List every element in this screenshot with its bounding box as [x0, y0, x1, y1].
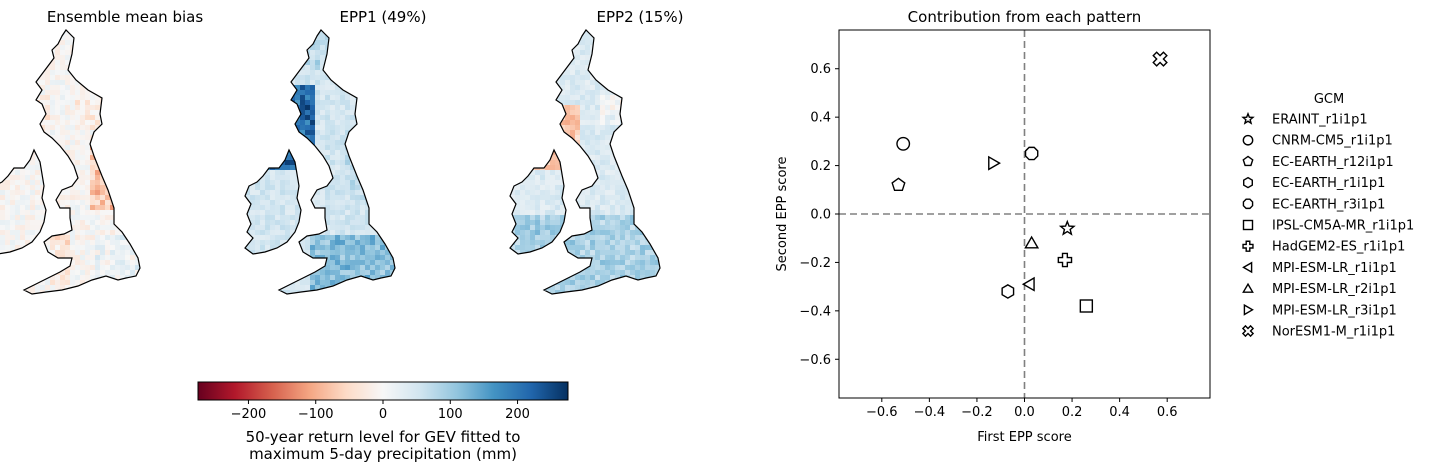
- legend-item: EC-EARTH_r3i1p1: [1242, 197, 1385, 212]
- map-panel-bias: Ensemble mean bias: [0, 8, 204, 295]
- x-tick-label: 0.2: [1062, 405, 1083, 420]
- legend-item: ERAINT_r1i1p1: [1241, 111, 1368, 128]
- map-panel-title: Ensemble mean bias: [47, 8, 204, 26]
- legend-marker: [1243, 303, 1254, 316]
- map-panel-title: EPP2 (15%): [597, 8, 684, 26]
- colorbar-tick-label: 100: [438, 407, 463, 422]
- map-field: [0, 30, 140, 294]
- y-tick-label: −0.2: [799, 256, 831, 271]
- legend-marker: [1241, 324, 1255, 338]
- x-tick-label: −0.4: [914, 405, 946, 420]
- x-tick-label: 0.0: [1014, 405, 1035, 420]
- data-point: [1021, 276, 1035, 292]
- map-panel-epp1: EPP1 (49%): [244, 8, 427, 295]
- uk-map: [0, 29, 141, 295]
- legend-label: EC-EARTH_r12i1p1: [1272, 155, 1394, 170]
- legend-item: EC-EARTH_r12i1p1: [1242, 155, 1394, 170]
- colorbar-label-line2: maximum 5-day precipitation (mm): [249, 445, 517, 463]
- legend-label: CNRM-CM5_r1i1p1: [1272, 134, 1393, 149]
- x-tick-label: 0.4: [1109, 405, 1130, 420]
- legend-item: EC-EARTH_r1i1p1: [1243, 176, 1385, 191]
- data-point: [1024, 146, 1039, 161]
- legend-marker: [1242, 155, 1254, 167]
- legend-item: MPI-ESM-LR_r3i1p1: [1243, 303, 1397, 318]
- data-point: [1001, 284, 1015, 299]
- chart-title: Contribution from each pattern: [908, 8, 1142, 26]
- colorbar-tick-label: −100: [298, 407, 334, 422]
- y-axis-label: Second EPP score: [775, 157, 790, 272]
- legend-label: MPI-ESM-LR_r2i1p1: [1272, 282, 1397, 297]
- legend-item: HadGEM2-ES_r1i1p1: [1242, 240, 1405, 255]
- map-panel-epp2: EPP2 (15%): [509, 8, 684, 295]
- data-point: [1079, 299, 1094, 313]
- legend-item: IPSL-CM5A-MR_r1i1p1: [1242, 219, 1414, 234]
- colorbar-tick-label: 200: [505, 407, 530, 422]
- data-point: [988, 155, 1001, 171]
- data-point: [1057, 252, 1073, 268]
- map-field: [245, 30, 395, 294]
- legend-marker: [1242, 261, 1253, 274]
- legend-label: ERAINT_r1i1p1: [1272, 113, 1368, 128]
- legend-label: IPSL-CM5A-MR_r1i1p1: [1272, 219, 1414, 234]
- legend-label: MPI-ESM-LR_r1i1p1: [1272, 261, 1397, 276]
- legend-item: MPI-ESM-LR_r1i1p1: [1242, 261, 1397, 276]
- legend-marker: [1242, 198, 1254, 210]
- x-tick-label: −0.2: [961, 405, 993, 420]
- legend-item: MPI-ESM-LR_r2i1p1: [1242, 282, 1397, 297]
- legend-label: HadGEM2-ES_r1i1p1: [1272, 240, 1405, 255]
- legend: GCM ERAINT_r1i1p1 CNRM-CM5_r1i1p1 EC-EARTH…: [1241, 92, 1414, 340]
- x-axis-label: First EPP score: [977, 430, 1071, 445]
- data-point: [891, 177, 906, 191]
- map-field: [510, 30, 660, 294]
- data-point: [896, 136, 911, 151]
- y-tick-label: −0.6: [799, 353, 831, 368]
- legend-label: NorESM1-M_r1i1p1: [1272, 325, 1395, 340]
- colorbar-label-line1: 50-year return level for GEV fitted to: [246, 428, 521, 446]
- y-tick-label: 0.0: [810, 208, 831, 223]
- y-tick-label: −0.4: [799, 304, 831, 319]
- legend-marker: [1242, 240, 1254, 252]
- legend-label: MPI-ESM-LR_r3i1p1: [1272, 303, 1397, 318]
- x-tick-label: −0.6: [866, 405, 898, 420]
- legend-label: EC-EARTH_r1i1p1: [1272, 176, 1385, 191]
- y-tick-label: 0.2: [810, 159, 831, 174]
- legend-label: EC-EARTH_r3i1p1: [1272, 197, 1385, 212]
- map-panel-title: EPP1 (49%): [340, 8, 427, 26]
- colorbar-gradient: [197, 381, 569, 401]
- legend-marker: [1243, 176, 1253, 189]
- legend-marker: [1242, 219, 1254, 231]
- x-tick-label: 0.6: [1157, 405, 1178, 420]
- colorbar-tick-label: 0: [379, 407, 387, 422]
- scatter-chart: Contribution from each pattern −0.6 −0.4−…: [775, 8, 1211, 445]
- uk-map: [244, 29, 396, 295]
- legend-marker: [1242, 134, 1254, 146]
- legend-item: NorESM1-M_r1i1p1: [1241, 324, 1395, 340]
- legend-marker: [1242, 282, 1254, 293]
- y-tick-label: 0.4: [810, 111, 831, 126]
- data-point: [1024, 235, 1040, 249]
- legend-item: CNRM-CM5_r1i1p1: [1242, 134, 1393, 149]
- uk-map: [509, 29, 661, 295]
- data-point: [1058, 219, 1076, 236]
- colorbar: −200 −100 0 100 200 50-year return level for…: [197, 381, 569, 463]
- legend-title: GCM: [1314, 92, 1344, 107]
- legend-marker: [1241, 111, 1255, 125]
- colorbar-tick-label: −200: [231, 407, 267, 422]
- data-point: [1152, 51, 1168, 67]
- y-tick-label: 0.6: [810, 62, 831, 77]
